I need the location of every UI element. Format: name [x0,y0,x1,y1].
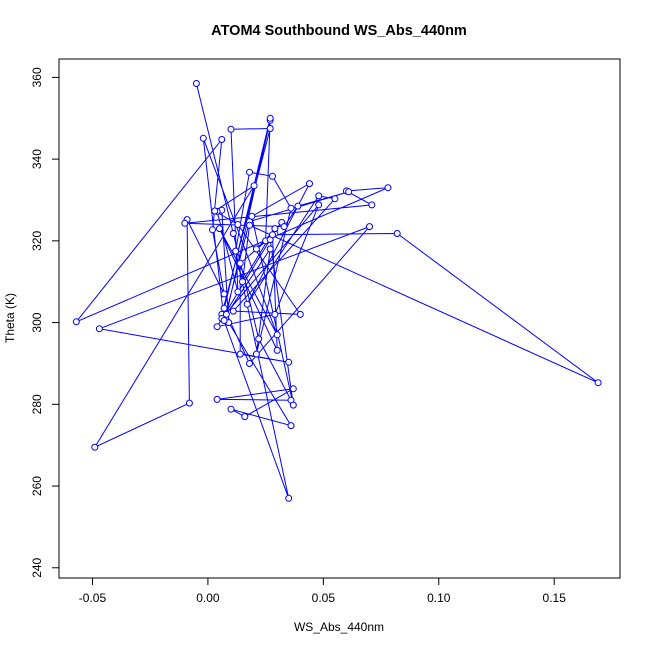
data-point [287,422,295,430]
data-point [271,310,279,318]
data-point [273,331,281,339]
data-point [220,290,228,298]
data-point [95,325,103,333]
x-axis: -0.05 0.00 0.05 0.10 0.15 [79,577,567,605]
data-point [220,317,228,324]
data-point [294,202,302,210]
data-point [315,201,323,209]
data-point [229,230,237,237]
y-tick-label: 360 [30,67,44,87]
y-tick-label: 280 [30,394,44,414]
data-point [273,346,281,354]
data-point [285,494,293,502]
data-point [289,385,297,393]
data-point [239,278,246,286]
data-point [218,136,226,143]
data-point [266,245,274,253]
chart-title: ATOM4 Southbound WS_Abs_440nm [211,23,467,39]
data-point [91,443,99,451]
data-point [287,204,295,212]
x-axis-label: WS_Abs_440nm [294,620,384,634]
data-point [289,401,297,409]
data-point [368,201,376,209]
data-point [241,413,249,421]
data-point [280,223,288,231]
data-point [216,225,223,233]
data-point [185,399,193,407]
data-point [285,358,293,366]
data-point [366,223,373,231]
data-point [199,134,207,142]
data-point [213,323,221,331]
data-point [192,80,200,87]
data-point [211,207,219,215]
y-tick-label: 320 [30,231,44,251]
data-point [220,304,228,312]
data-point [236,259,244,267]
data-point [229,307,237,315]
data-point [246,221,253,229]
data-point [232,247,240,255]
data-point [246,360,253,367]
data-point [227,125,235,133]
data-point [252,245,260,253]
series-layer [72,80,602,502]
x-tick-label: 0.10 [427,591,451,605]
data-point [72,318,80,326]
x-tick-label: 0.05 [312,591,336,605]
data-point [269,231,276,239]
data-point [181,219,189,227]
y-tick-label: 260 [30,476,44,496]
data-point [331,195,339,203]
data-point [252,350,260,358]
data-point [243,300,251,308]
data-point [234,221,242,228]
y-tick-label: 340 [30,149,44,169]
data-point [269,172,276,180]
data-point [296,310,304,318]
data-point [266,114,274,122]
data-point [246,168,253,176]
data-point [345,188,353,196]
data-point [266,125,274,132]
data-point [393,230,401,237]
y-tick-label: 240 [30,557,44,577]
data-point [594,379,602,387]
x-tick-label: 0.00 [196,591,220,605]
data-point [255,335,263,343]
data-point [209,226,216,234]
data-point [315,192,323,200]
data-point [271,225,279,233]
x-tick-label: 0.15 [543,591,567,605]
data-point [222,310,230,318]
y-tick-label: 300 [30,312,44,332]
data-point [250,182,258,190]
data-point [234,288,242,296]
x-tick-label: -0.05 [79,591,107,605]
data-point [306,180,313,188]
y-axis-label: Theta (K) [3,293,17,343]
data-point [236,350,244,358]
data-point [384,184,392,192]
data-point [213,395,221,403]
y-axis: 240 260 280 300 320 340 360 [30,67,60,578]
data-point [227,405,235,413]
